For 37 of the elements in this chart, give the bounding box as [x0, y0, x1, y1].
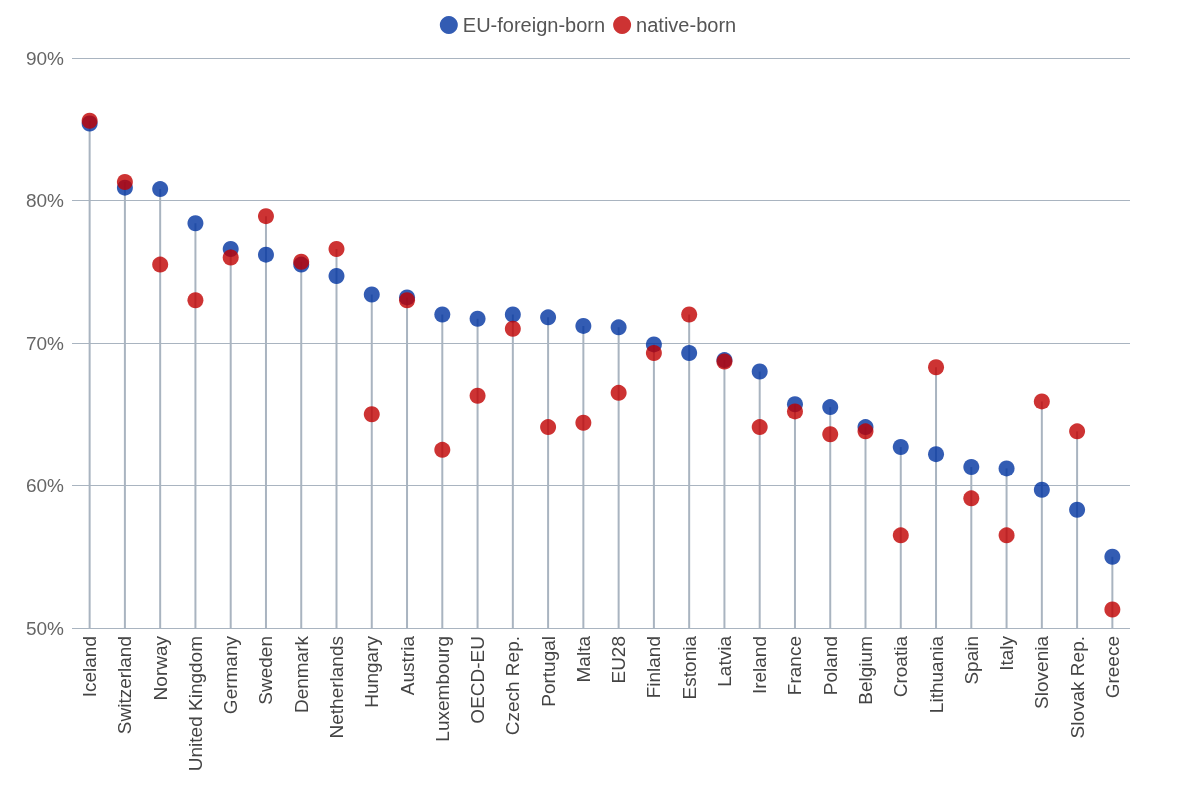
x-tick-label: Portugal [537, 636, 559, 707]
x-tick-label: Italy [996, 635, 1018, 671]
y-tick-label: 80% [25, 190, 65, 211]
x-tick-label: Malta [572, 635, 594, 683]
y-tick-label: 60% [25, 475, 65, 496]
x-tick-label: United Kingdom [184, 636, 206, 772]
x-tick-label: Denmark [290, 635, 312, 714]
x-tick-label: Ireland [749, 636, 771, 695]
x-tick-label: Belgium [855, 636, 876, 705]
x-tick-label: Austria [396, 635, 418, 696]
x-tick-label: France [784, 636, 806, 696]
x-tick-label: EU28 [608, 636, 630, 684]
x-tick-label: Hungary [361, 635, 383, 708]
legend-label: EU-foreign-born [462, 14, 606, 36]
x-tick-label: Slovak Rep. [1066, 636, 1088, 739]
y-tick-label: 50% [25, 617, 65, 639]
x-tick-label: Sweden [255, 636, 277, 705]
x-tick-label: Slovenia [1031, 635, 1053, 709]
x-tick-label: Germany [220, 635, 242, 715]
x-tick-label: Estonia [678, 635, 700, 700]
x-tick-label: Finland [643, 636, 665, 699]
x-tick-label: Croatia [890, 635, 912, 698]
x-tick-label: Lithuania [925, 635, 947, 714]
x-tick-label: Netherlands [326, 636, 347, 739]
x-tick-label: Poland [819, 636, 841, 696]
x-tick-label: Latvia [713, 635, 735, 687]
x-tick-label: Czech Rep. [502, 636, 524, 736]
x-tick-label: Luxembourg [431, 636, 453, 742]
y-tick-label: 70% [25, 332, 65, 354]
x-tick-label: Spain [960, 636, 982, 685]
x-tick-label: Switzerland [114, 636, 136, 735]
x-tick-label: OECD-EU [467, 636, 489, 724]
legend-label: native-born [636, 14, 737, 36]
y-tick-label: 90% [25, 47, 65, 69]
x-tick-label: Iceland [79, 636, 101, 698]
x-tick-label: Greece [1101, 636, 1123, 699]
x-tick-label: Norway [149, 635, 171, 701]
